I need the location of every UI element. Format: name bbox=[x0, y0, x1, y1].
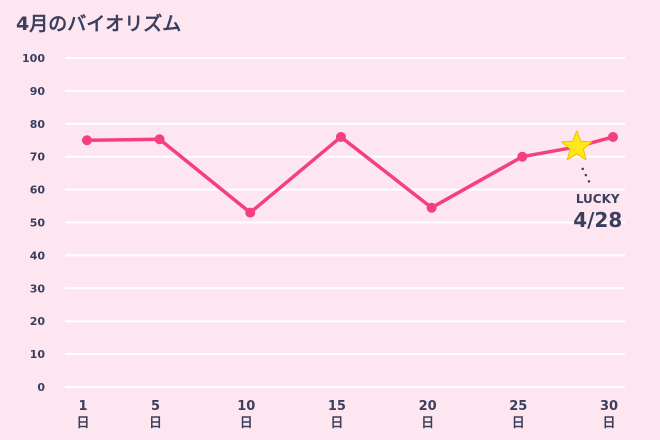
star-marker bbox=[561, 130, 593, 161]
x-tick-unit: 日 bbox=[240, 416, 253, 431]
annotation-label: LUCKY bbox=[576, 192, 620, 206]
y-tick-label: 80 bbox=[30, 118, 46, 131]
line bbox=[86, 135, 614, 215]
y-tick-label: 60 bbox=[30, 184, 46, 197]
x-tick-unit: 日 bbox=[149, 416, 162, 431]
y-tick-label: 90 bbox=[30, 85, 46, 98]
x-tick-label: 20 bbox=[419, 399, 437, 414]
point bbox=[154, 134, 165, 145]
x-tick-unit: 日 bbox=[330, 416, 343, 431]
x-tick-unit: 日 bbox=[512, 416, 525, 431]
point bbox=[335, 131, 346, 142]
y-tick-label: 100 bbox=[22, 52, 45, 65]
x-tick-label: 1 bbox=[78, 399, 87, 414]
annotation-leader bbox=[581, 167, 592, 187]
y-tick-label: 10 bbox=[30, 348, 46, 361]
x-tick-unit: 日 bbox=[76, 416, 89, 431]
y-tick-label: 40 bbox=[30, 249, 46, 262]
point bbox=[608, 131, 618, 142]
x-tick-label: 15 bbox=[328, 399, 346, 414]
x-tick-label: 10 bbox=[237, 399, 255, 414]
y-tick-label: 30 bbox=[30, 282, 46, 295]
y-tick-label: 0 bbox=[37, 381, 45, 394]
point bbox=[517, 151, 528, 162]
y-tick-label: 20 bbox=[30, 315, 46, 328]
y-tick-label: 50 bbox=[30, 217, 46, 230]
x-tick-label: 25 bbox=[509, 399, 527, 414]
x-tick-label: 5 bbox=[151, 399, 160, 414]
x-tick-unit: 日 bbox=[602, 416, 615, 431]
y-tick-label: 70 bbox=[30, 151, 46, 164]
x-tick-unit: 日 bbox=[421, 416, 434, 431]
annotation-date: 4/28 bbox=[573, 208, 622, 232]
point bbox=[82, 135, 92, 146]
x-tick-label: 30 bbox=[600, 399, 618, 414]
point bbox=[426, 202, 437, 213]
chart-title: 4月のバイオリズム bbox=[16, 12, 181, 35]
point bbox=[245, 207, 256, 218]
